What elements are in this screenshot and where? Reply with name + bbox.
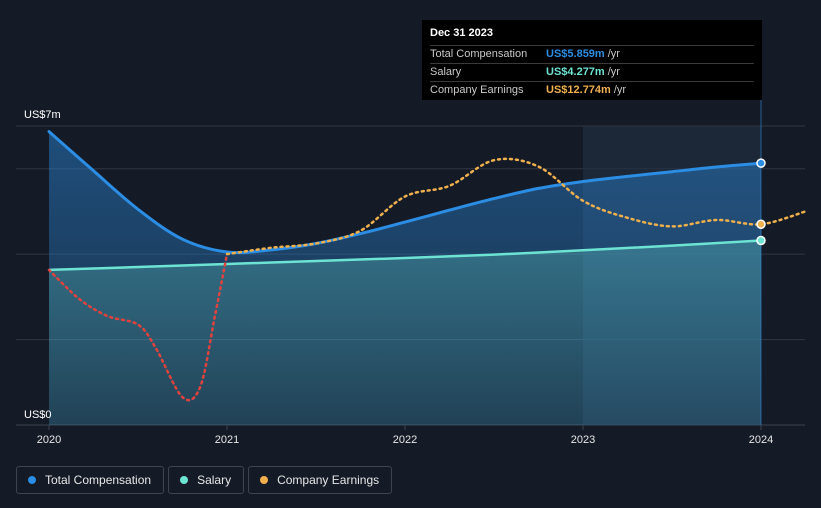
tooltip-label: Total Compensation (430, 48, 528, 60)
y-tick-label: US$7m (24, 109, 61, 121)
tooltip-date: Dec 31 2023 (430, 27, 493, 39)
legend-dot-icon (260, 476, 269, 484)
legend-item-total-compensation[interactable]: Total Compensation (16, 466, 165, 494)
legend-dot-icon (28, 476, 36, 484)
series-areas (49, 100, 762, 425)
x-tick-label: 2020 (37, 434, 61, 446)
x-tick-label: 2024 (749, 434, 773, 446)
tooltip-unit: /yr (607, 66, 620, 78)
total-compensation-line (47, 130, 763, 255)
company-earnings-point (756, 219, 766, 229)
tooltip-row-salary: Salary US$4.277m /yr (430, 63, 754, 81)
x-tick-label: 2022 (393, 434, 417, 446)
legend-label: Company Earnings (277, 473, 380, 487)
legend-label: Total Compensation (45, 473, 152, 487)
x-tick-label: 2021 (215, 434, 239, 446)
tooltip-unit: /yr (607, 48, 620, 60)
tooltip-value: US$12.774m (546, 84, 611, 96)
total-compensation-point (756, 158, 766, 168)
company-earnings-line (225, 157, 807, 256)
tooltip-unit: /yr (613, 84, 627, 96)
tooltip-row-earnings: Company Earnings US$12.774m /yr (430, 81, 754, 99)
axis-labels: US$7m US$0 2020 2021 2022 2023 2024 (24, 109, 773, 446)
y-tick-label: US$0 (24, 409, 52, 421)
tooltip: Dec 31 2023 Total Compensation US$5.859m… (422, 20, 762, 100)
tooltip-value: US$4.277m (546, 66, 605, 78)
salary-point (756, 235, 766, 246)
legend-dot-icon (180, 476, 189, 484)
end-markers (756, 158, 766, 246)
tooltip-label: Company Earnings (430, 84, 524, 96)
company-earnings-line-negative (47, 252, 229, 402)
salary-area (49, 240, 761, 425)
salary-line (48, 239, 762, 272)
tooltip-row-total: Total Compensation US$5.859m /yr (430, 45, 754, 63)
tooltip-value: US$5.859m (546, 48, 605, 60)
x-tick-label: 2023 (571, 434, 595, 446)
legend-item-company-earnings[interactable]: Company Earnings (248, 466, 393, 494)
series-lines (47, 130, 807, 402)
legend-item-salary[interactable]: Salary (168, 466, 245, 494)
tooltip-label: Salary (430, 66, 462, 78)
legend: Total Compensation Salary Company Earnin… (16, 466, 396, 494)
legend-label: Salary (197, 473, 232, 487)
